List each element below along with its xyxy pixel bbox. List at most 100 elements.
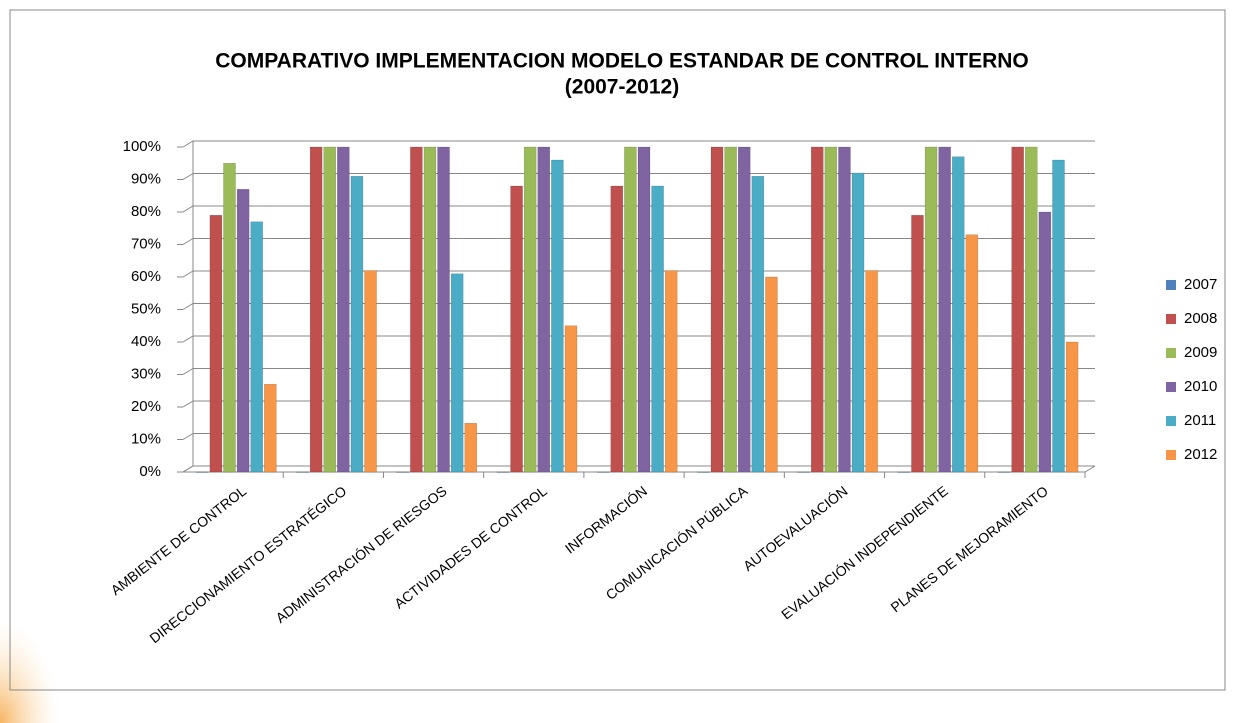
bar <box>396 471 410 473</box>
legend-swatch <box>1166 348 1176 358</box>
bar <box>838 146 851 473</box>
bar <box>537 146 551 473</box>
chart-subtitle: (2007-2012) <box>565 76 679 99</box>
bar <box>1065 341 1079 473</box>
grid-line <box>182 433 1095 440</box>
bar <box>364 270 377 473</box>
bar <box>264 384 277 473</box>
bar <box>410 146 423 473</box>
bar <box>938 146 951 473</box>
legend-label: 2007 <box>1184 276 1217 293</box>
bar <box>897 471 911 473</box>
bar <box>196 471 209 473</box>
legend-swatch <box>1166 280 1176 290</box>
bar <box>924 146 938 473</box>
bar <box>564 325 578 473</box>
bar <box>250 221 263 473</box>
bar <box>911 215 924 473</box>
grid-line <box>182 303 1095 310</box>
bar <box>1052 159 1065 473</box>
legend-swatch <box>1166 450 1176 460</box>
bar <box>596 471 610 473</box>
bar <box>350 176 364 473</box>
y-tick-label: 30% <box>131 365 161 382</box>
bar <box>737 146 751 473</box>
bar <box>337 146 350 473</box>
bar <box>209 215 223 473</box>
bar <box>651 185 664 473</box>
bar <box>296 471 309 473</box>
legend-label: 2010 <box>1184 378 1217 395</box>
legend-label: 2008 <box>1184 310 1217 327</box>
bar <box>1011 146 1024 473</box>
x-tick-label: ADMINISTRACIÓN DE RIESGOS <box>272 483 449 626</box>
bar <box>664 270 678 473</box>
grid-line <box>182 335 1095 343</box>
chart-frame <box>9 9 1226 691</box>
bar <box>637 146 651 473</box>
y-tick-label: 90% <box>131 170 161 187</box>
x-tick-label: PLANES DE MEJORAMIENTO <box>887 483 1051 616</box>
bar <box>236 189 250 473</box>
bar <box>810 146 824 473</box>
grid-line <box>182 238 1095 245</box>
bar <box>223 163 236 473</box>
grid-line <box>182 368 1095 375</box>
bar <box>423 146 437 473</box>
x-tick-label: AUTOEVALUACIÓN <box>740 483 851 574</box>
y-tick-label: 20% <box>131 398 161 415</box>
bar <box>437 146 450 473</box>
bar <box>624 146 637 473</box>
bar <box>510 185 523 473</box>
grid-line <box>182 270 1095 278</box>
bar <box>997 471 1011 473</box>
legend-swatch <box>1166 314 1176 324</box>
bar <box>1038 211 1052 473</box>
bar <box>751 176 765 473</box>
grid-line <box>182 173 1095 180</box>
legend-swatch <box>1166 382 1176 392</box>
y-tick-label: 70% <box>131 235 161 252</box>
grid-line <box>182 205 1095 213</box>
legend-label: 2011 <box>1184 412 1216 429</box>
y-tick-label: 100% <box>123 138 161 155</box>
legend-label: 2009 <box>1184 344 1217 361</box>
chart-title: COMPARATIVO IMPLEMENTACION MODELO ESTAND… <box>215 50 1029 73</box>
bar <box>496 471 510 473</box>
y-tick-label: 80% <box>131 203 161 220</box>
grid-line <box>182 465 1095 473</box>
bar <box>965 234 979 473</box>
bar <box>710 146 724 473</box>
x-tick-label: INFORMACIÓN <box>562 483 650 557</box>
legend-swatch <box>1166 416 1176 426</box>
bar <box>797 471 810 473</box>
bar <box>952 156 965 473</box>
y-tick-label: 60% <box>131 268 161 285</box>
bar <box>1025 146 1038 473</box>
bar <box>824 146 838 473</box>
bar <box>610 185 624 473</box>
y-tick-label: 10% <box>131 430 161 447</box>
legend-label: 2012 <box>1184 446 1217 463</box>
y-tick-label: 0% <box>139 463 161 480</box>
bar <box>323 146 336 473</box>
bar <box>765 276 778 473</box>
bar <box>464 423 478 473</box>
bar <box>724 146 737 473</box>
decoration <box>0 620 60 723</box>
grid-line <box>182 400 1095 408</box>
x-tick-label: EVALUACIÓN INDEPENDIENTE <box>778 483 951 623</box>
bar <box>551 159 564 473</box>
bar <box>450 273 464 473</box>
y-tick-label: 40% <box>131 333 161 350</box>
x-tick-label: DIRECCIONAMIENTO ESTRATÉGICO <box>146 483 349 647</box>
y-tick-label: 50% <box>131 300 161 317</box>
bar <box>851 172 865 473</box>
grid-line <box>182 140 1095 148</box>
bar <box>697 471 710 473</box>
bar <box>523 146 537 473</box>
bar <box>865 270 878 473</box>
bar <box>309 146 323 473</box>
